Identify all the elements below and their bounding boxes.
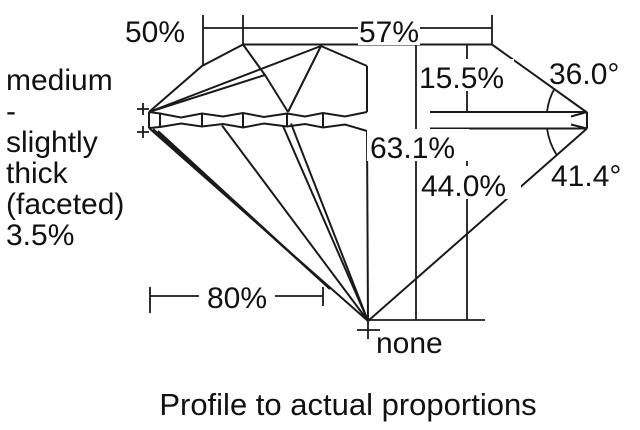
girdle-description-line: 3.5% [6,219,74,252]
girdle-facet-ticks [159,112,324,128]
star-length-label: 50% [125,16,185,49]
pavilion-facet-line [221,124,369,322]
pavilion-angle-label: 41.4° [551,160,621,193]
label-backings [199,13,521,312]
crown-angle-arc [546,88,556,113]
culet-tick [357,321,380,339]
girdle-bottom-right [430,123,588,130]
girdle-band [148,111,588,132]
pavilion-facet-line [366,130,369,322]
culet-label: none [376,327,443,360]
diagram-caption: Profile to actual proportions [159,387,536,422]
angle-arcs [546,88,558,156]
crown-facet-line [148,74,266,113]
crown-silhouette-left [148,43,244,113]
table-width-label: 57% [359,16,419,49]
girdle-description-line: (faceted) [6,188,124,221]
label-backing [417,59,514,91]
crown-height-label: 15.5% [419,62,504,95]
girdle-tick-top-left [137,103,149,115]
crown-facet-line [148,45,322,113]
pavilion-angle-arc [546,128,558,156]
girdle-bottom-left [148,122,368,132]
crown-facet-line [320,45,368,67]
pavilion-silhouette-right [367,127,588,322]
girdle-top-left [148,111,368,119]
pavilion-facet-line [290,123,369,322]
lower-girdle-junction [157,130,331,290]
girdle-description-line: medium [6,64,113,97]
girdle-description-line: thick [6,157,69,190]
girdle-top-right [430,111,588,118]
girdle-description-line: slightly [6,126,98,159]
girdle-description: medium - slightly thick (faceted) 3.5% [6,64,124,252]
label-backing [199,279,275,312]
crown-facets [148,43,368,113]
label-backing [367,129,469,161]
lower-half-label: 80% [207,282,267,315]
label-backing [418,166,521,199]
crown-facet-line [242,43,289,113]
total-depth-label: 63.1% [370,132,455,165]
girdle-description-line: - [6,95,16,128]
crown-silhouette-right [491,43,588,114]
pavilion-facets [148,123,588,322]
girdle-tick-bottom-left [137,126,149,138]
crown-facet-line [287,45,322,113]
crown-angle-label: 36.0° [549,58,619,91]
pavilion-depth-label: 44.0% [421,170,506,203]
pavilion-facet-line [282,125,369,322]
label-backing [358,13,420,45]
